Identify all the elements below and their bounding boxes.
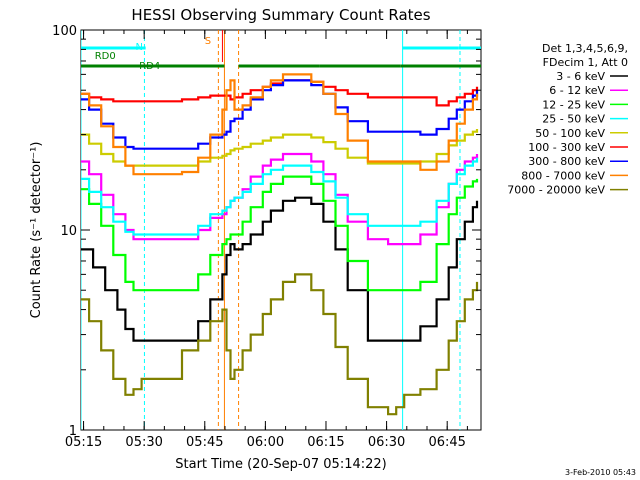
legend-header-line-1: Det 1,3,4,5,6,9, <box>542 42 628 55</box>
annotation-layer <box>81 30 481 430</box>
x-tick-label: 05:15 <box>65 435 102 450</box>
series-line <box>81 157 479 236</box>
x-tick-label: 06:45 <box>428 435 465 450</box>
series-line <box>81 79 479 107</box>
legend-entry-label: 25 - 50 keV <box>542 113 605 126</box>
tick-layer: 1 10 100 05:15 05:30 05:45 06:00 06:15 06:30 06:4… <box>52 24 481 450</box>
x-tick-label: 05:45 <box>186 435 223 450</box>
x-tick-label: 05:30 <box>125 435 162 450</box>
x-tick-label: 06:30 <box>368 435 405 450</box>
series-line <box>81 129 479 167</box>
x-tick-label: 06:15 <box>307 435 344 450</box>
legend-entry-label: 100 - 300 keV <box>528 141 605 154</box>
series-layer <box>81 73 479 416</box>
y-tick-label: 100 <box>52 24 77 39</box>
chart-title: HESSI Observing Summary Count Rates <box>131 6 430 24</box>
state-label: S <box>205 36 211 47</box>
legend-entry-label: 3 - 6 keV <box>556 70 605 83</box>
legend-entry-label: 7000 - 20000 keV <box>507 184 605 197</box>
state-label: RD4 <box>139 61 160 72</box>
legend-entry-label: 50 - 100 keV <box>535 127 605 140</box>
legend-entry-label: 300 - 800 keV <box>528 155 605 168</box>
y-axis-title: Count Rate (s⁻¹ detector⁻¹) <box>29 142 44 319</box>
legend: Det 1,3,4,5,6,9, FDecim 1, Att 0 3 - 6 k… <box>507 42 628 197</box>
legend-entry-label: 800 - 7000 keV <box>521 169 605 182</box>
y-tick-label: 10 <box>60 224 77 239</box>
legend-entry-label: 12 - 25 keV <box>542 98 605 111</box>
series-line <box>81 73 479 176</box>
series-line <box>81 152 479 246</box>
state-label: RD0 <box>95 51 116 62</box>
y-tick-label: 1 <box>69 424 77 439</box>
x-tick-label: 06:00 <box>247 435 284 450</box>
series-line <box>81 273 479 416</box>
footer-date: 3-Feb-2010 05:43 <box>565 468 636 477</box>
series-line <box>81 196 479 342</box>
plot-frame <box>80 29 482 431</box>
x-axis-title: Start Time (20-Sep-07 05:14:22) <box>175 457 386 472</box>
state-label-layer: N RD0 RD4 S <box>95 36 211 72</box>
legend-entry-label: 6 - 12 keV <box>549 84 605 97</box>
legend-header-line-2: FDecim 1, Att 0 <box>543 56 628 69</box>
series-line <box>81 175 479 292</box>
state-label: N <box>135 42 142 53</box>
